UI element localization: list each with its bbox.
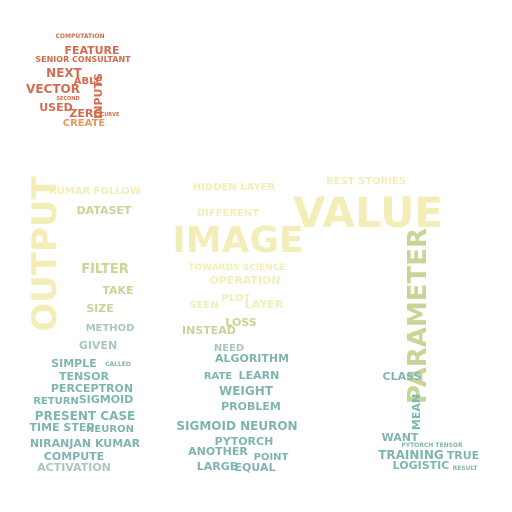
word: VALUE: [293, 188, 443, 237]
word: CURVE: [101, 112, 120, 118]
word: LEARN: [239, 369, 280, 382]
word: ZERO: [69, 107, 102, 120]
word: POINT: [254, 452, 289, 463]
word: NIRANJAN KUMAR: [30, 437, 141, 450]
word: PYTORCH TENSOR: [401, 442, 463, 449]
word: PERCEPTRON: [51, 382, 133, 395]
word: LOSS: [225, 316, 256, 329]
word: SIMPLE: [51, 357, 97, 370]
word: COMPUTATION: [56, 33, 105, 40]
word: SENIOR CONSULTANT: [35, 55, 131, 64]
word: METHOD: [86, 323, 135, 334]
word: LARGE: [197, 460, 238, 473]
word: IMAGE: [172, 220, 303, 261]
word: VECTOR: [26, 82, 80, 96]
word: TRAINING: [378, 448, 444, 462]
word: DIFFERENT: [197, 208, 259, 219]
word: RESULT: [453, 465, 479, 472]
word: RETURN: [33, 396, 79, 407]
word: WEIGHT: [219, 384, 274, 398]
word: SEEN: [189, 300, 218, 311]
word: PYTORCH: [215, 435, 274, 448]
word: CALLED: [105, 361, 131, 368]
word: TOWARDS SCIENCE: [188, 263, 285, 273]
word: CLASS: [383, 370, 422, 383]
word: WANT: [382, 431, 419, 444]
word: CREATE: [63, 118, 106, 129]
word: ANOTHER: [188, 445, 248, 458]
word: HIDDEN LAYER: [193, 182, 276, 193]
word: INPUTS: [92, 73, 105, 119]
word: PRESENT CASE: [35, 409, 135, 423]
word: OPERATION: [209, 274, 280, 287]
word: RATE: [204, 371, 232, 382]
word: KUMAR FOLLOW: [49, 186, 141, 197]
word: USED: [39, 101, 73, 114]
word: DATASET: [77, 204, 132, 217]
word: SIZE: [86, 302, 114, 315]
word: SECOND: [56, 96, 79, 102]
word: MEAN: [410, 394, 423, 430]
word: BEST STORIES: [326, 176, 406, 187]
word: ACTIVATION: [37, 461, 111, 474]
word: SIGMOID: [79, 393, 134, 406]
word: LOGISTIC: [393, 459, 450, 472]
word: NEXT: [46, 66, 82, 80]
word: NEURON: [86, 424, 134, 435]
word: GIVEN: [79, 339, 117, 352]
word: INSTEAD: [182, 324, 236, 337]
word: ABLE: [74, 76, 103, 87]
word: COMPUTE: [44, 450, 104, 463]
word: NEED: [214, 343, 244, 354]
word: TIME STEP: [30, 421, 95, 434]
word: SIGMOID NEURON: [176, 419, 297, 433]
word: OUTPUT: [25, 175, 65, 331]
word: EQUAL: [235, 461, 276, 474]
word: TAKE: [102, 284, 133, 297]
word: TRUE: [447, 449, 479, 462]
word: PARAMETER: [403, 228, 433, 404]
word: LAYER: [245, 298, 284, 311]
word: PROBLEM: [221, 400, 281, 413]
word: PLOT: [222, 293, 251, 304]
word: ALGORITHM: [215, 352, 289, 365]
word: TENSOR: [59, 370, 109, 383]
word: FILTER: [81, 262, 129, 277]
word: FEATURE: [64, 44, 119, 57]
